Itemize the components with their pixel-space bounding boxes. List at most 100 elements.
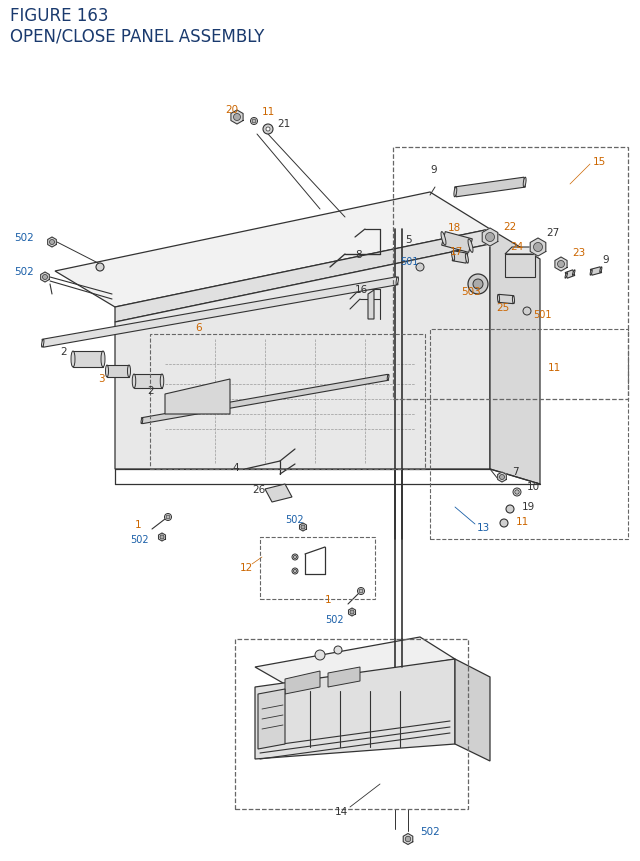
Ellipse shape	[497, 295, 500, 303]
Ellipse shape	[160, 375, 164, 388]
Circle shape	[405, 836, 411, 842]
Circle shape	[96, 263, 104, 272]
Polygon shape	[498, 295, 514, 304]
Polygon shape	[530, 238, 546, 257]
Ellipse shape	[141, 418, 143, 424]
Polygon shape	[498, 473, 506, 482]
Ellipse shape	[590, 270, 592, 276]
Circle shape	[266, 127, 270, 132]
Polygon shape	[115, 230, 490, 323]
Polygon shape	[590, 268, 602, 276]
Text: 1: 1	[135, 519, 141, 530]
Circle shape	[500, 519, 508, 528]
Ellipse shape	[465, 254, 468, 263]
Bar	[260, 537, 375, 599]
Circle shape	[506, 505, 514, 513]
Text: 4: 4	[232, 462, 239, 473]
Text: 10: 10	[527, 481, 540, 492]
Polygon shape	[490, 230, 540, 485]
Polygon shape	[73, 351, 103, 368]
Circle shape	[473, 280, 483, 289]
Circle shape	[263, 125, 273, 135]
Circle shape	[252, 120, 256, 124]
Circle shape	[160, 536, 164, 539]
Text: 7: 7	[512, 467, 518, 476]
Polygon shape	[505, 255, 535, 278]
Circle shape	[534, 243, 543, 252]
Polygon shape	[55, 193, 490, 307]
Circle shape	[292, 554, 298, 561]
Text: 25: 25	[496, 303, 509, 313]
Text: 26: 26	[252, 485, 265, 494]
Text: 1: 1	[325, 594, 332, 604]
Polygon shape	[285, 672, 320, 694]
Circle shape	[49, 240, 54, 245]
Ellipse shape	[454, 188, 457, 197]
Bar	[235, 639, 468, 809]
Ellipse shape	[132, 375, 136, 388]
Polygon shape	[159, 533, 166, 542]
Ellipse shape	[441, 232, 446, 246]
Ellipse shape	[524, 178, 526, 188]
Ellipse shape	[71, 351, 75, 368]
Polygon shape	[455, 660, 490, 761]
Text: 12: 12	[240, 562, 253, 573]
Circle shape	[42, 276, 47, 280]
Text: 14: 14	[335, 806, 348, 816]
Circle shape	[350, 610, 354, 614]
Ellipse shape	[600, 268, 602, 273]
Text: 21: 21	[277, 119, 291, 129]
Text: 27: 27	[546, 228, 559, 238]
Polygon shape	[452, 251, 468, 263]
Text: 17: 17	[450, 247, 463, 257]
Ellipse shape	[452, 251, 454, 262]
Text: 2: 2	[60, 347, 67, 356]
Ellipse shape	[565, 273, 568, 279]
Text: 502: 502	[420, 826, 440, 836]
Text: 5: 5	[405, 235, 412, 245]
Polygon shape	[255, 660, 455, 759]
Text: 501: 501	[400, 257, 419, 267]
Circle shape	[523, 307, 531, 316]
Polygon shape	[107, 366, 129, 378]
Text: 11: 11	[548, 362, 561, 373]
Circle shape	[315, 650, 325, 660]
Polygon shape	[42, 277, 398, 348]
Circle shape	[166, 516, 170, 519]
Polygon shape	[328, 667, 360, 687]
Circle shape	[486, 233, 495, 242]
Polygon shape	[255, 637, 455, 687]
Circle shape	[468, 275, 488, 294]
Bar	[150, 335, 425, 469]
Polygon shape	[134, 375, 162, 388]
Text: 16: 16	[355, 285, 368, 294]
Text: 502: 502	[325, 614, 344, 624]
Text: 19: 19	[522, 501, 535, 511]
Circle shape	[358, 588, 365, 595]
Text: 6: 6	[195, 323, 202, 332]
Text: 15: 15	[593, 157, 606, 167]
Text: FIGURE 163: FIGURE 163	[10, 7, 109, 25]
Ellipse shape	[396, 277, 399, 285]
Polygon shape	[454, 178, 525, 197]
Text: 8: 8	[355, 250, 362, 260]
Text: 3: 3	[98, 374, 104, 383]
Circle shape	[515, 490, 519, 494]
Circle shape	[234, 115, 241, 121]
Text: 18: 18	[448, 223, 461, 232]
Polygon shape	[47, 238, 56, 248]
Text: 9: 9	[430, 164, 436, 175]
Text: 502: 502	[14, 232, 34, 243]
Text: 24: 24	[510, 242, 524, 251]
Polygon shape	[442, 232, 472, 253]
Text: 22: 22	[503, 222, 516, 232]
Polygon shape	[403, 833, 413, 845]
Text: 11: 11	[516, 517, 529, 526]
Circle shape	[250, 118, 257, 126]
Text: 13: 13	[477, 523, 490, 532]
Text: 2: 2	[147, 386, 154, 395]
Circle shape	[164, 514, 172, 521]
Polygon shape	[349, 608, 355, 616]
Text: 502: 502	[130, 535, 148, 544]
Ellipse shape	[42, 340, 44, 348]
